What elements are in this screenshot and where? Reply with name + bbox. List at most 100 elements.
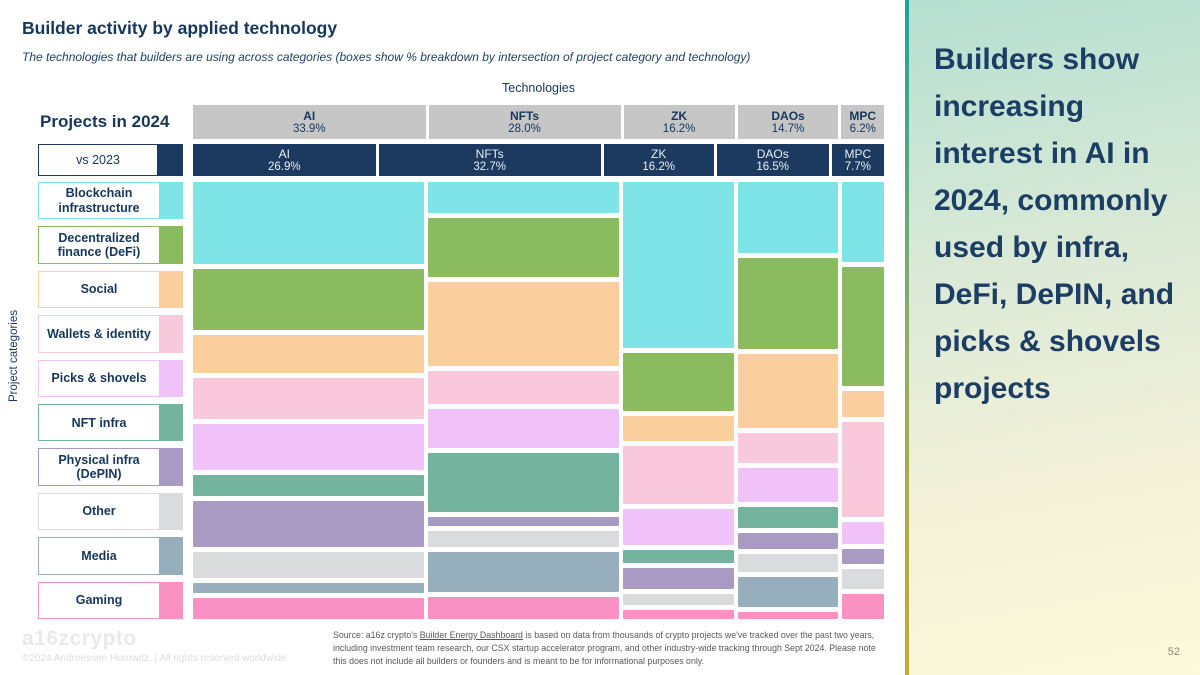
category-color-chip <box>159 538 182 574</box>
source-suffix: is based on data from thousands of crypt… <box>333 630 876 666</box>
mosaic-column-zk <box>623 182 734 620</box>
mosaic-cell <box>841 568 884 589</box>
tech-pct-2024: 28.0% <box>508 122 541 135</box>
tech-name: DAOs <box>771 108 805 123</box>
mosaic-cell <box>737 182 838 254</box>
category-label: Picks & shovels <box>51 371 147 386</box>
category-label: Wallets & identity <box>47 326 151 341</box>
mosaic-cell <box>737 506 838 529</box>
mosaic-cell <box>841 421 884 517</box>
category-label-box: Picks & shovels <box>38 359 183 398</box>
mosaic-cell <box>428 530 620 548</box>
mosaic-cell <box>737 533 838 550</box>
category-label: Media <box>81 548 117 563</box>
category-color-chip <box>159 405 182 441</box>
category-label: NFT infra <box>71 415 127 430</box>
tech-pct-2023: 32.7% <box>473 160 506 173</box>
technologies-axis-label: Technologies <box>502 81 575 95</box>
mosaic-cell <box>428 552 620 593</box>
mosaic-cell <box>428 452 620 512</box>
category-label-box: Media <box>38 537 183 575</box>
vs-2023-color-chip <box>157 145 182 175</box>
tech-pct-2024: 16.2% <box>662 122 696 135</box>
tech-header-2023-daos: DAOs 16.5% <box>716 144 829 176</box>
category-color-chip <box>159 183 182 219</box>
tech-header-2023-zk: ZK 16.2% <box>603 144 714 176</box>
a16zcrypto-logo: a16zcrypto <box>22 627 137 650</box>
source-prefix: Source: a16z crypto's <box>333 630 420 640</box>
panel-accent-border <box>905 0 909 675</box>
tech-header-2023-ai: AI 26.9% <box>193 144 376 176</box>
tech-header-row-2023: AI 26.9% NFTs 32.7% ZK 16.2% DAOs 16.5% MPC 7.7% <box>193 144 884 176</box>
category-color-chip <box>159 493 182 530</box>
tech-name: AI <box>303 108 316 123</box>
category-label: Blockchain infrastructure <box>58 186 140 215</box>
tech-pct-2023: 16.2% <box>642 160 675 173</box>
category-color-chip <box>159 582 182 619</box>
tech-header-2024-zk: ZK 16.2% <box>623 105 735 139</box>
mosaic-cell <box>428 370 620 404</box>
category-label-box: Decentralized finance (DeFi) <box>38 226 183 264</box>
tech-pct-2024: 6.2% <box>849 122 876 135</box>
tech-name: AI <box>278 146 290 161</box>
mosaic-cell <box>193 423 425 471</box>
mosaic-column-ai <box>193 182 425 619</box>
tech-name: DAOs <box>756 146 789 161</box>
mosaic-cell <box>623 182 734 348</box>
mosaic-cell <box>623 594 734 605</box>
tech-pct-2023: 26.9% <box>268 160 301 173</box>
mosaic-column-nfts <box>428 182 620 620</box>
mosaic-column-daos <box>737 182 838 620</box>
mosaic-cell <box>623 415 734 441</box>
category-label-box: Gaming <box>38 581 183 620</box>
mosaic-cell <box>193 598 425 619</box>
category-color-chip <box>159 360 182 397</box>
category-label-box: Blockchain infrastructure <box>38 182 183 220</box>
mosaic-cell <box>428 516 620 526</box>
mosaic-cell <box>737 432 838 463</box>
category-label-box: NFT infra <box>38 404 183 442</box>
source-link[interactable]: Builder Energy Dashboard <box>419 630 523 640</box>
category-label: Gaming <box>75 593 123 608</box>
category-label-box: Physical infra (DePIN) <box>38 448 183 486</box>
mosaic-cell <box>428 217 620 277</box>
mosaic-cell <box>193 475 425 496</box>
mosaic-cell <box>737 611 838 620</box>
tech-name: MPC <box>849 108 877 123</box>
copyright-text: ©2024 Andreessen Horowitz. | All rights … <box>22 653 290 664</box>
mosaic-cell <box>193 500 425 548</box>
tech-header-2024-daos: DAOs 14.7% <box>737 105 839 139</box>
mosaic-cell <box>193 182 425 265</box>
mosaic-cell <box>623 549 734 564</box>
mosaic-cell <box>623 352 734 411</box>
takeaway-headline: Builders show increasing interest in AI … <box>934 43 1175 405</box>
tech-header-2023-mpc: MPC 7.7% <box>831 144 884 176</box>
category-label-box: Wallets & identity <box>38 315 183 353</box>
vs-2023-label: vs 2023 <box>76 153 120 167</box>
tech-header-2024-mpc: MPC 6.2% <box>841 105 884 139</box>
mosaic-cell <box>841 521 884 544</box>
source-note: Source: a16z crypto's Builder Energy Das… <box>333 629 889 667</box>
mosaic-cell <box>428 597 620 620</box>
mosaic-cell <box>623 609 734 620</box>
tech-pct-2024: 14.7% <box>771 122 805 135</box>
mosaic-chart <box>193 182 884 620</box>
mosaic-column-mpc <box>841 182 884 619</box>
vs-2023-legend: vs 2023 <box>38 144 183 176</box>
tech-name: NFTs <box>475 146 504 161</box>
mosaic-cell <box>623 445 734 504</box>
tech-header-2023-nfts: NFTs 32.7% <box>378 144 601 176</box>
mosaic-cell <box>841 548 884 564</box>
mosaic-cell <box>841 391 884 417</box>
mosaic-cell <box>193 335 425 374</box>
tech-pct-2023: 16.5% <box>756 160 789 173</box>
mosaic-cell <box>193 269 425 331</box>
category-label-box: Other <box>38 492 183 531</box>
tech-header-row-2024: AI 33.9% NFTs 28.0% ZK 16.2% DAOs 14.7% MPC 6.2% <box>193 105 884 139</box>
mosaic-cell <box>428 408 620 448</box>
mosaic-cell <box>737 467 838 502</box>
projects-2024-label: Projects in 2024 <box>40 112 170 131</box>
mosaic-cell <box>841 593 884 619</box>
tech-header-2024-nfts: NFTs 28.0% <box>428 105 621 139</box>
category-color-chip <box>159 271 182 308</box>
